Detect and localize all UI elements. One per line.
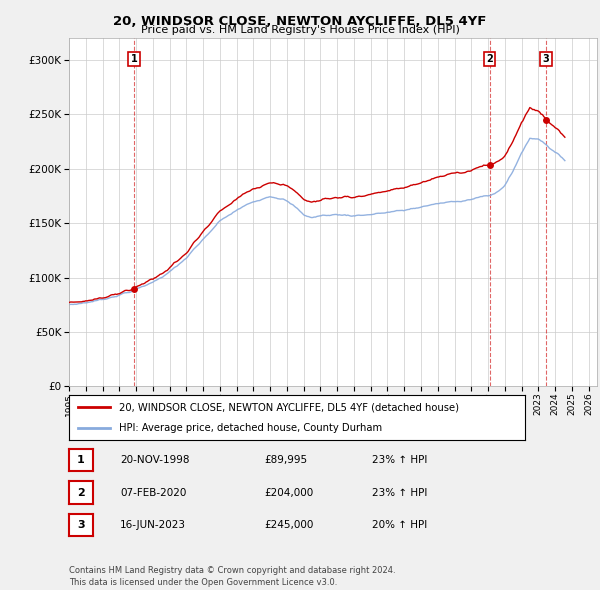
Text: HPI: Average price, detached house, County Durham: HPI: Average price, detached house, Coun…	[119, 422, 382, 432]
Text: 23% ↑ HPI: 23% ↑ HPI	[372, 488, 427, 497]
Text: 2: 2	[486, 54, 493, 64]
Text: £245,000: £245,000	[264, 520, 313, 530]
Text: 20% ↑ HPI: 20% ↑ HPI	[372, 520, 427, 530]
Text: Price paid vs. HM Land Registry's House Price Index (HPI): Price paid vs. HM Land Registry's House …	[140, 25, 460, 35]
Text: 20, WINDSOR CLOSE, NEWTON AYCLIFFE, DL5 4YF: 20, WINDSOR CLOSE, NEWTON AYCLIFFE, DL5 …	[113, 15, 487, 28]
Text: £204,000: £204,000	[264, 488, 313, 497]
Text: 20, WINDSOR CLOSE, NEWTON AYCLIFFE, DL5 4YF (detached house): 20, WINDSOR CLOSE, NEWTON AYCLIFFE, DL5 …	[119, 402, 459, 412]
Text: Contains HM Land Registry data © Crown copyright and database right 2024.
This d: Contains HM Land Registry data © Crown c…	[69, 566, 395, 587]
Text: 07-FEB-2020: 07-FEB-2020	[120, 488, 187, 497]
Text: 16-JUN-2023: 16-JUN-2023	[120, 520, 186, 530]
Text: £89,995: £89,995	[264, 455, 307, 465]
Text: 2: 2	[77, 488, 85, 497]
Text: 3: 3	[77, 520, 85, 530]
Text: 3: 3	[542, 54, 550, 64]
Text: 23% ↑ HPI: 23% ↑ HPI	[372, 455, 427, 465]
Text: 1: 1	[77, 455, 85, 465]
Text: 1: 1	[131, 54, 137, 64]
Text: 20-NOV-1998: 20-NOV-1998	[120, 455, 190, 465]
